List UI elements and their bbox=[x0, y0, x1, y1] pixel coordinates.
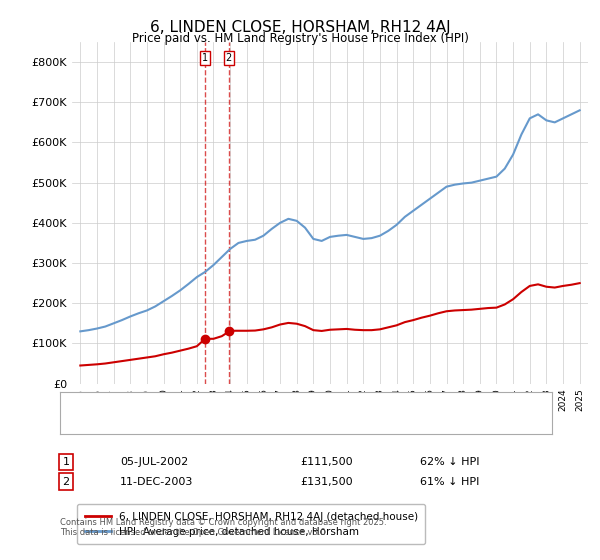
Text: 1: 1 bbox=[62, 457, 70, 467]
Text: 2: 2 bbox=[62, 477, 70, 487]
Text: Price paid vs. HM Land Registry's House Price Index (HPI): Price paid vs. HM Land Registry's House … bbox=[131, 32, 469, 45]
Text: 1: 1 bbox=[202, 53, 208, 63]
Text: 11-DEC-2003: 11-DEC-2003 bbox=[120, 477, 193, 487]
Text: 05-JUL-2002: 05-JUL-2002 bbox=[120, 457, 188, 467]
Text: 6, LINDEN CLOSE, HORSHAM, RH12 4AJ: 6, LINDEN CLOSE, HORSHAM, RH12 4AJ bbox=[149, 20, 451, 35]
Text: 62% ↓ HPI: 62% ↓ HPI bbox=[420, 457, 479, 467]
Text: 2: 2 bbox=[226, 53, 232, 63]
Text: £111,500: £111,500 bbox=[300, 457, 353, 467]
Text: 61% ↓ HPI: 61% ↓ HPI bbox=[420, 477, 479, 487]
Text: £131,500: £131,500 bbox=[300, 477, 353, 487]
Legend: 6, LINDEN CLOSE, HORSHAM, RH12 4AJ (detached house), HPI: Average price, detache: 6, LINDEN CLOSE, HORSHAM, RH12 4AJ (deta… bbox=[77, 504, 425, 544]
Text: Contains HM Land Registry data © Crown copyright and database right 2025.
This d: Contains HM Land Registry data © Crown c… bbox=[60, 518, 386, 538]
